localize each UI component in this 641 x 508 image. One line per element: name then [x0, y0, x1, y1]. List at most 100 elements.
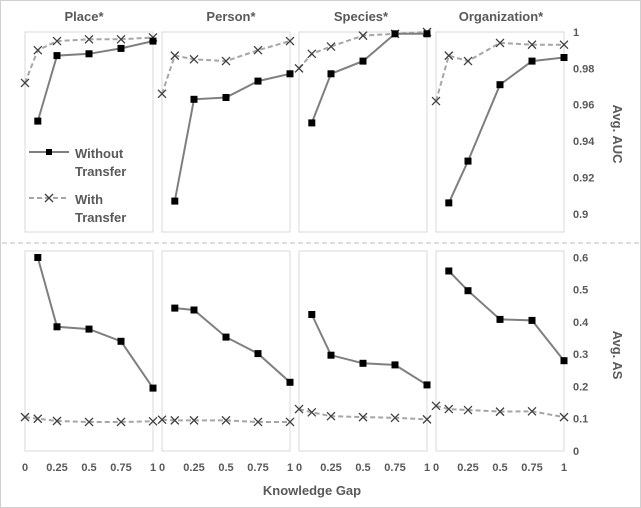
x-tick-label-person-4: 1	[287, 462, 293, 474]
legend-label-without-line2: Transfer	[75, 164, 126, 179]
x-tick-label-person-0: 0	[159, 462, 165, 474]
point-with-as-organization-2	[463, 405, 473, 415]
point-with-as-place-3	[84, 417, 94, 427]
panel-frame-as-person	[161, 250, 291, 452]
x-tick-label-place-3: 0.75	[110, 462, 131, 474]
x-tick-label-place-4: 1	[150, 462, 156, 474]
panel-frame-auc-place	[24, 31, 154, 233]
panel-frame-auc-person	[161, 31, 291, 233]
point-with-as-organization-5	[559, 412, 569, 422]
x-tick-label-organization-3: 0.75	[521, 462, 542, 474]
x-tick-label-place-2: 0.5	[81, 462, 96, 474]
point-without-as-person-1	[190, 306, 198, 314]
series-line-with-auc-person	[161, 40, 291, 95]
point-with-auc-organization-1	[444, 51, 454, 61]
point-without-as-species-2	[359, 359, 367, 367]
panel-title-place: Place*	[64, 9, 104, 24]
panel-title-species: Species*	[334, 9, 389, 24]
point-with-auc-person-1	[170, 51, 180, 61]
x-tick-label-species-2: 0.5	[355, 462, 370, 474]
point-without-auc-place-0	[34, 117, 42, 125]
point-without-as-place-4	[149, 384, 157, 392]
point-without-auc-place-2	[85, 50, 93, 58]
y-tick-label-as-0: 0	[573, 446, 579, 458]
series-line-with-as-organization	[435, 404, 565, 419]
point-without-auc-species-0	[308, 119, 316, 127]
point-with-as-species-2	[326, 411, 336, 421]
x-tick-label-organization-4: 1	[561, 462, 567, 474]
y-tick-label-as-3: 0.3	[573, 349, 588, 361]
point-with-as-place-0	[20, 412, 30, 422]
point-without-auc-species-2	[359, 57, 367, 65]
panel-frame-auc-species	[298, 31, 428, 233]
point-with-auc-place-2	[52, 36, 62, 46]
point-with-auc-person-0	[157, 89, 167, 99]
x-tick-label-person-1: 0.25	[183, 462, 204, 474]
point-with-auc-organization-2	[463, 56, 473, 66]
panel-title-organization: Organization*	[459, 9, 544, 24]
point-without-auc-person-0	[171, 197, 179, 205]
point-with-as-place-4	[116, 417, 126, 427]
legend-label-without-line1: Without	[75, 146, 124, 161]
x-tick-label-organization-1: 0.25	[457, 462, 478, 474]
point-without-as-person-2	[222, 333, 230, 341]
panel-frame-auc-organization	[435, 31, 565, 233]
plot-layer: 0.90.920.940.960.98100.10.20.30.40.50.60…	[20, 27, 595, 474]
legend-label-with-line1: With	[75, 192, 103, 207]
point-with-as-person-1	[170, 415, 180, 425]
point-with-as-person-0	[157, 415, 167, 425]
panel-frame-as-place	[24, 250, 154, 452]
point-with-as-person-5	[285, 417, 295, 427]
point-without-auc-person-4	[286, 70, 294, 78]
point-without-auc-species-1	[327, 70, 335, 78]
point-without-auc-person-2	[222, 94, 230, 101]
point-without-as-species-4	[423, 381, 431, 389]
point-with-auc-species-0	[294, 63, 304, 73]
point-with-auc-organization-3	[495, 38, 505, 48]
point-with-as-person-3	[221, 415, 231, 425]
point-without-as-organization-0	[445, 267, 453, 275]
point-with-auc-person-4	[253, 45, 263, 55]
point-with-as-organization-0	[431, 401, 441, 411]
point-without-as-organization-4	[560, 357, 568, 365]
y-tick-label-auc-4: 0.98	[573, 63, 594, 75]
point-without-as-species-0	[308, 311, 316, 318]
point-with-auc-place-0	[20, 78, 30, 88]
y-tick-label-auc-5: 1	[573, 27, 579, 39]
x-tick-label-species-3: 0.75	[384, 462, 405, 474]
point-with-as-species-4	[390, 413, 400, 423]
point-with-as-organization-4	[527, 406, 537, 416]
point-with-as-place-5	[148, 416, 158, 426]
point-with-auc-species-1	[307, 49, 317, 59]
point-without-as-person-4	[286, 378, 294, 386]
y-tick-label-as-6: 0.6	[573, 253, 588, 265]
y-tick-label-as-2: 0.2	[573, 382, 588, 394]
point-without-as-place-0	[34, 254, 42, 261]
y-tick-label-as-1: 0.1	[573, 414, 588, 426]
point-without-as-organization-1	[464, 287, 472, 295]
point-without-auc-place-3	[117, 44, 125, 52]
x-tick-label-species-0: 0	[296, 462, 302, 474]
point-without-auc-organization-1	[464, 157, 472, 165]
point-with-auc-person-5	[285, 36, 295, 46]
legend-label-with-line2: Transfer	[75, 210, 126, 225]
point-without-auc-species-4	[423, 30, 431, 38]
point-without-auc-organization-3	[528, 57, 536, 65]
x-tick-label-species-4: 1	[424, 462, 430, 474]
y-tick-label-auc-1: 0.92	[573, 173, 594, 185]
point-without-auc-organization-2	[496, 81, 504, 89]
point-with-as-place-2	[52, 416, 62, 426]
x-tick-label-species-1: 0.25	[320, 462, 341, 474]
point-without-auc-person-1	[190, 95, 198, 103]
point-with-auc-person-2	[189, 54, 199, 64]
point-with-as-species-5	[422, 414, 432, 424]
x-tick-label-organization-2: 0.5	[492, 462, 507, 474]
y-tick-label-as-5: 0.5	[573, 285, 588, 297]
point-without-auc-species-3	[391, 30, 399, 38]
legend: Without Transfer With Transfer	[29, 146, 126, 225]
point-with-as-organization-3	[495, 407, 505, 417]
point-without-as-organization-2	[496, 315, 504, 323]
point-with-auc-organization-5	[559, 40, 569, 50]
series-line-with-as-species	[298, 408, 428, 421]
